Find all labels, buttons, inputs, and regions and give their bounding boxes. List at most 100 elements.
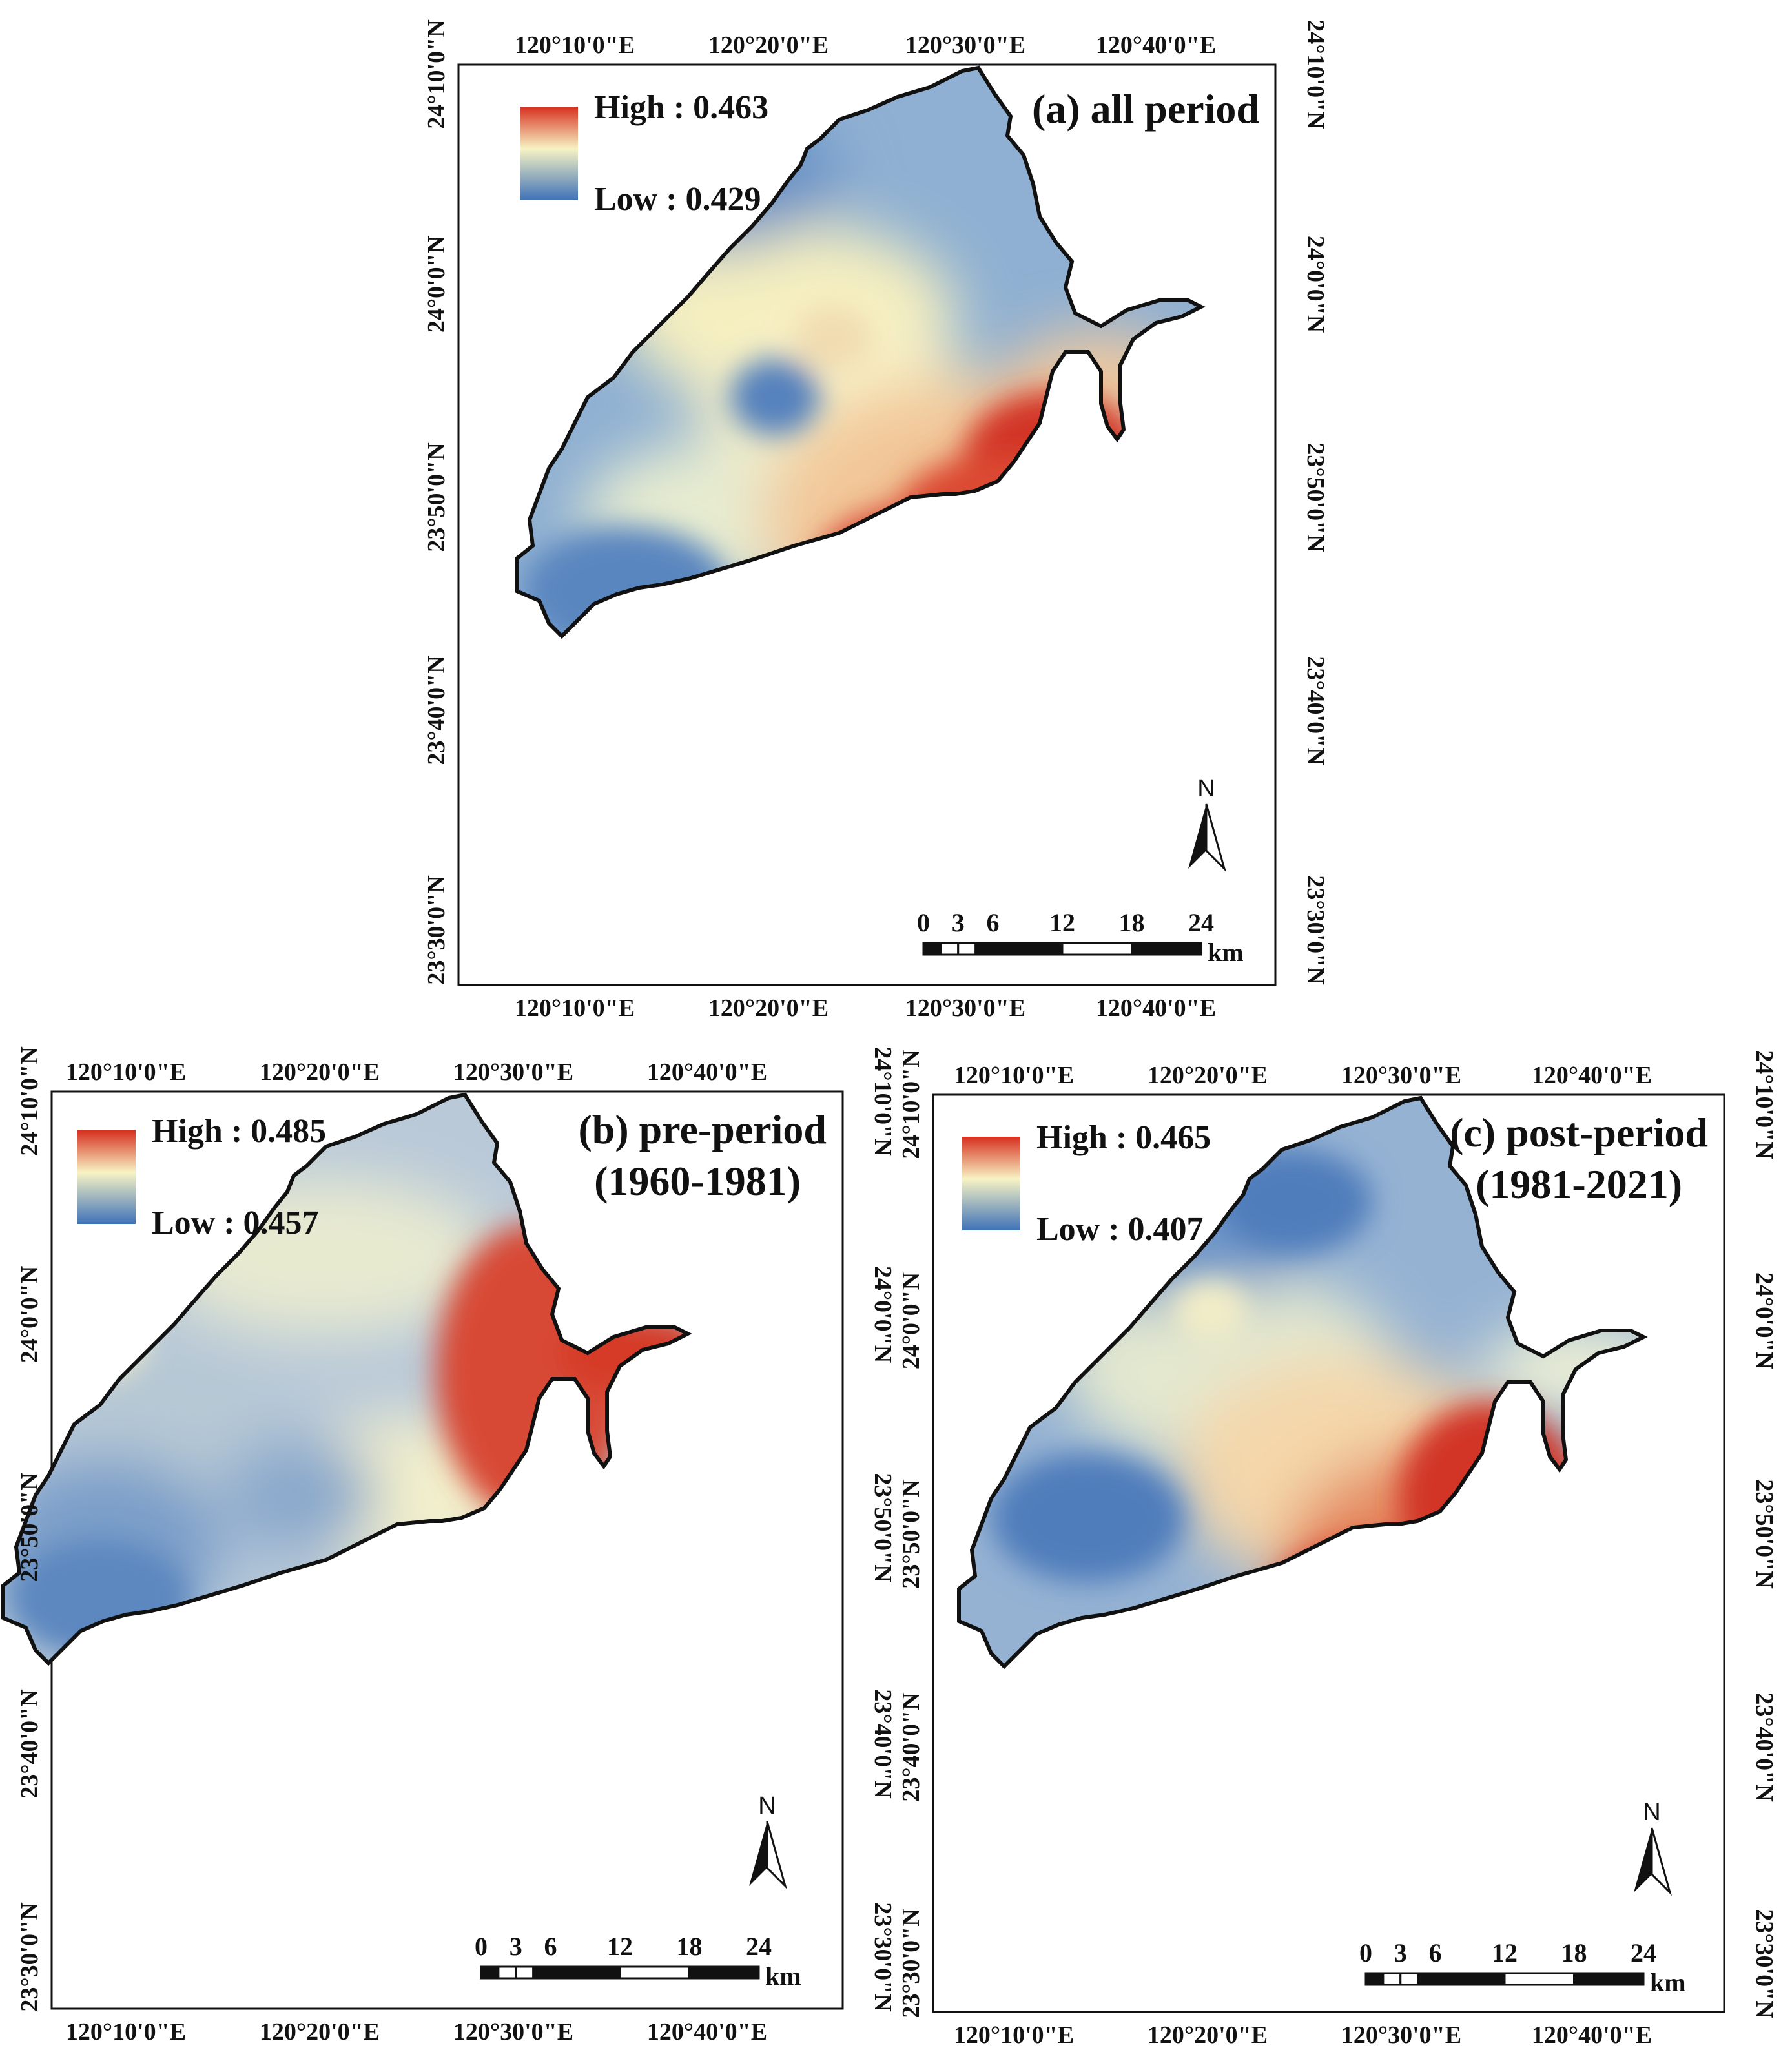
panel-b-title: (b) pre-period [578,1106,827,1152]
scalebar-subsegment [940,942,960,956]
north-label: N [1643,1799,1660,1826]
scalebar-label: 0 [475,1932,488,1961]
lat-label-right: 23°40'0"N [1751,1692,1778,1801]
lon-label-top: 120°20'0"E [708,32,829,59]
panel-c-title: (c) post-period [1450,1110,1708,1155]
lon-label-top: 120°10'0"E [954,1062,1074,1089]
scalebar-segment [1503,1972,1575,1986]
lat-label-right: 23°40'0"N [869,1689,896,1798]
lon-label-top: 120°40'0"E [1096,32,1216,59]
legend-panel-b: High : 0.485 Low : 0.457 [77,1113,326,1241]
lon-label-bottom: 120°30'0"E [453,2018,573,2046]
lat-label-right: 24°0'0"N [869,1266,896,1363]
scalebar-label: 0 [1359,1938,1372,1967]
lat-label-right: 23°50'0"N [1751,1479,1778,1588]
scalebar-segment [619,1965,690,1980]
scalebar-label: 18 [677,1932,703,1961]
lon-label-bottom: 120°40'0"E [647,2018,767,2046]
lat-label-left: 24°10'0"N [423,19,450,129]
scalebar-unit: km [1208,938,1244,967]
lon-label-top: 120°10'0"E [515,32,635,59]
scalebar-label: 24 [1188,908,1214,937]
scalebar-subsegment [974,942,994,956]
legend-high-label: High : 0.465 [1036,1119,1211,1156]
north-arrow-right-half [766,1821,787,1890]
panel-c [932,1093,1725,2013]
panel-c-subtitle: (1981-2021) [1476,1161,1682,1207]
scalebar-segment [550,1965,621,1980]
lat-label-left: 23°30'0"N [423,875,450,984]
legend-high-label: High : 0.485 [152,1113,326,1150]
legends: High : 0.463 Low : 0.429 High : 0.485 Low :… [77,89,1211,1248]
lon-label-bottom: 120°30'0"E [905,995,1025,1022]
graticule-labels: 120°10'0"E 120°10'0"E 120°20'0"E 120°20'0"E… [16,19,1778,2049]
lat-label-left: 23°40'0"N [423,656,450,765]
panel-a-title: (a) all period [1032,86,1259,132]
lat-label-left: 23°50'0"N [423,442,450,552]
lat-label-right: 24°10'0"N [1302,19,1329,129]
legend-low-label: Low : 0.407 [1036,1211,1204,1248]
scalebar-segment [688,1965,760,1980]
scalebar-segment [992,942,1064,956]
scalebar-unit: km [1650,1968,1686,1997]
lat-label-left: 23°40'0"N [16,1689,43,1798]
scalebar-label: 3 [1394,1938,1407,1967]
lat-label-right: 24°10'0"N [1751,1050,1778,1159]
north-arrow-right-half [1205,803,1226,873]
lon-label-bottom: 120°10'0"E [66,2018,186,2046]
scalebar-label: 3 [510,1932,522,1961]
lat-label-right: 24°10'0"N [869,1046,896,1155]
legend-low-label: Low : 0.457 [152,1205,319,1241]
scalebar-label: 12 [1492,1938,1518,1967]
north-label: N [758,1792,776,1819]
scalebar-subsegment [497,1965,517,1980]
scalebar-subsegment [1382,1972,1402,1986]
lon-label-top: 120°10'0"E [66,1059,186,1086]
north-arrow-left-half [1188,804,1206,869]
north-arrow-icon: N [1188,775,1226,873]
lat-label-right: 23°50'0"N [1302,442,1329,552]
north-arrow-left-half [1634,1828,1652,1892]
panel-b-subtitle: (1960-1981) [594,1158,801,1204]
lat-label-left: 23°50'0"N [898,1479,925,1588]
scalebar-label: 6 [987,908,1000,937]
lon-label-top: 120°40'0"E [647,1059,767,1086]
lat-label-right: 23°30'0"N [1302,875,1329,984]
lon-label-top: 120°20'0"E [260,1059,380,1086]
lon-label-bottom: 120°30'0"E [1341,2022,1461,2049]
scalebar-label: 0 [917,908,930,937]
legend-panel-c: High : 0.465 Low : 0.407 [962,1119,1211,1248]
lat-label-left: 23°30'0"N [898,1909,925,2018]
legend-high-label: High : 0.463 [594,89,768,126]
scalebar-segment [1573,1972,1645,1986]
lat-label-left: 24°0'0"N [423,236,450,333]
scalebar-label: 3 [952,908,965,937]
lon-label-bottom: 120°10'0"E [515,995,635,1022]
lat-label-left: 24°0'0"N [898,1272,925,1369]
legend-low-label: Low : 0.429 [594,181,761,218]
lon-label-top: 120°20'0"E [1148,1062,1268,1089]
scalebar-label: 6 [1429,1938,1442,1967]
lon-label-top: 120°40'0"E [1532,1062,1652,1089]
scalebar-unit: km [765,1962,801,1991]
scalebar-label: 24 [1631,1938,1656,1967]
lat-label-right: 24°0'0"N [1302,236,1329,333]
lon-label-bottom: 120°40'0"E [1096,995,1216,1022]
north-arrow-left-half [749,1821,767,1886]
scalebar-segment [1061,942,1133,956]
scalebar-segment [1434,1972,1506,1986]
lat-label-right: 23°40'0"N [1302,656,1329,765]
legend-color-ramp [77,1130,136,1224]
scalebar-subsegment [532,1965,551,1980]
lat-label-right: 23°30'0"N [1751,1909,1778,2018]
lon-label-bottom: 120°10'0"E [954,2022,1074,2049]
lon-label-bottom: 120°20'0"E [1148,2022,1268,2049]
legend-color-ramp [962,1137,1020,1230]
north-label: N [1197,775,1215,802]
lat-label-left: 24°10'0"N [16,1046,43,1155]
scalebar-label: 18 [1561,1938,1587,1967]
lat-label-right: 23°30'0"N [869,1902,896,2011]
